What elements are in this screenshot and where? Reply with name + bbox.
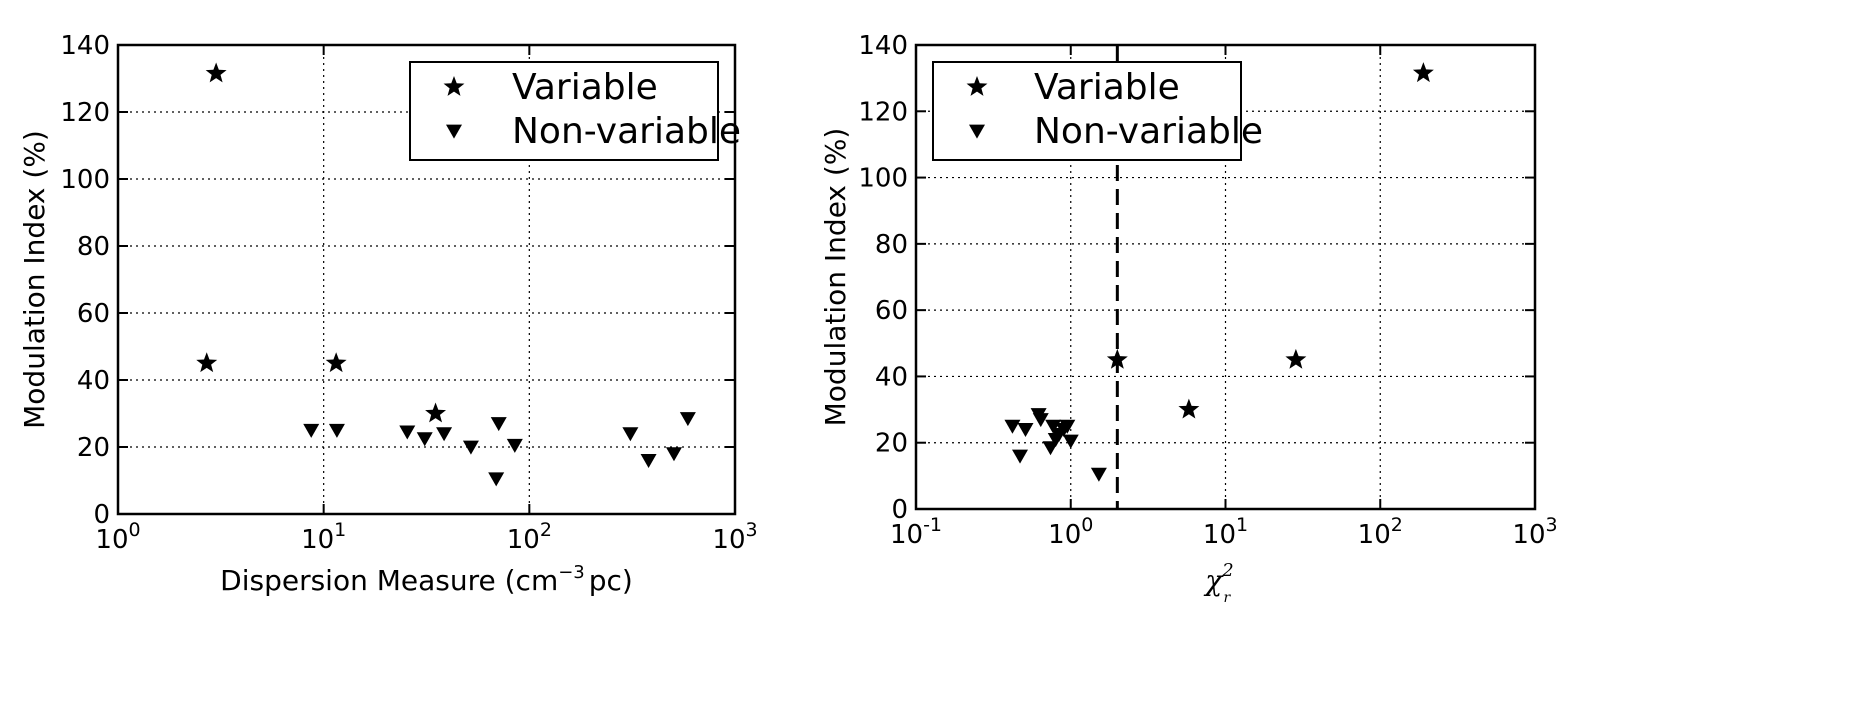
y-tick-label: 80 (77, 232, 110, 262)
y-axis-label: Modulation Index (%) (819, 128, 852, 427)
non-variable-point (1032, 413, 1049, 428)
y-tick-label: 140 (60, 31, 110, 61)
y-tick-label: 60 (77, 299, 110, 329)
y-tick-label: 20 (77, 433, 110, 463)
legend-label: Non-variable (512, 111, 741, 152)
legend-star-icon (966, 76, 988, 96)
plot-frame (914, 43, 1537, 511)
x-axis-label: Dispersion Measure (cm−3 pc) (220, 562, 633, 597)
legend-label: Non-variable (1034, 111, 1263, 152)
y-axis-label: Modulation Index (%) (18, 130, 51, 429)
variable-point (1178, 398, 1200, 419)
plot-frame (116, 43, 737, 516)
y-tick-label: 120 (858, 97, 908, 127)
non-variable-point (679, 412, 696, 427)
x-tick-label: 101 (301, 519, 346, 555)
x-tick-label: 102 (507, 519, 552, 555)
x-tick-label: 10-1 (890, 514, 942, 550)
non-variable-point (1062, 434, 1079, 449)
x-tick-label: 100 (1048, 514, 1093, 550)
legend-triangle-icon (969, 124, 985, 139)
non-variable-point (462, 440, 479, 455)
non-variable-point (1017, 423, 1034, 438)
variable-point (1285, 348, 1307, 369)
x-tick-label: 102 (1358, 514, 1403, 550)
y-tick-label: 60 (875, 296, 908, 326)
y-tick-label: 20 (875, 429, 908, 459)
y-tick-label: 0 (891, 495, 908, 525)
x-tick-label: 101 (1203, 514, 1248, 550)
legend-box (409, 61, 719, 161)
non-variable-point (399, 425, 416, 440)
legend-label: Variable (1034, 67, 1180, 108)
x-axis-label: χ2 (1203, 560, 1233, 597)
non-variable-point (436, 427, 453, 442)
legend-triangle-icon (446, 124, 462, 139)
variable-point (325, 352, 347, 373)
variable-point (1106, 348, 1128, 369)
non-variable-point (488, 472, 505, 487)
non-variable-point (665, 447, 682, 462)
non-variable-point (1059, 419, 1076, 434)
x-tick-label: 100 (95, 519, 140, 555)
variable-point (425, 402, 447, 423)
non-variable-point (303, 423, 320, 438)
y-tick-label: 40 (77, 366, 110, 396)
y-tick-label: 140 (858, 31, 908, 61)
x-tick-label: 103 (712, 519, 757, 555)
legend-box (932, 61, 1242, 161)
non-variable-point (416, 432, 433, 447)
non-variable-point (328, 423, 345, 438)
x-axis-label-subscript: r (1224, 590, 1232, 606)
x-tick-label: 103 (1512, 514, 1557, 550)
non-variable-point (1004, 419, 1021, 434)
non-variable-point (622, 427, 639, 442)
y-tick-label: 80 (875, 230, 908, 260)
y-tick-label: 120 (60, 98, 110, 128)
left-panel-dispersion-measure: 100 101 102 103 0 20 40 60 80 100 120 140 Dispersion… (18, 31, 758, 597)
y-tick-label: 100 (60, 165, 110, 195)
y-tick-label: 0 (93, 500, 110, 530)
variable-point (205, 62, 227, 83)
legend-star-icon (443, 76, 465, 96)
non-variable-point (506, 438, 523, 453)
y-tick-label: 40 (875, 362, 908, 392)
non-variable-point (640, 454, 657, 468)
y-tick-label: 100 (858, 164, 908, 194)
non-variable-point (490, 417, 507, 432)
non-variable-point (1090, 467, 1107, 482)
variable-point (1412, 62, 1434, 83)
non-variable-point (1012, 449, 1029, 464)
right-panel-chi-squared: 10-1 100 101 102 103 0 20 40 60 80 100 120 140 χ2r Mod… (819, 31, 1558, 606)
variable-point (196, 352, 218, 373)
legend-label: Variable (512, 67, 658, 108)
